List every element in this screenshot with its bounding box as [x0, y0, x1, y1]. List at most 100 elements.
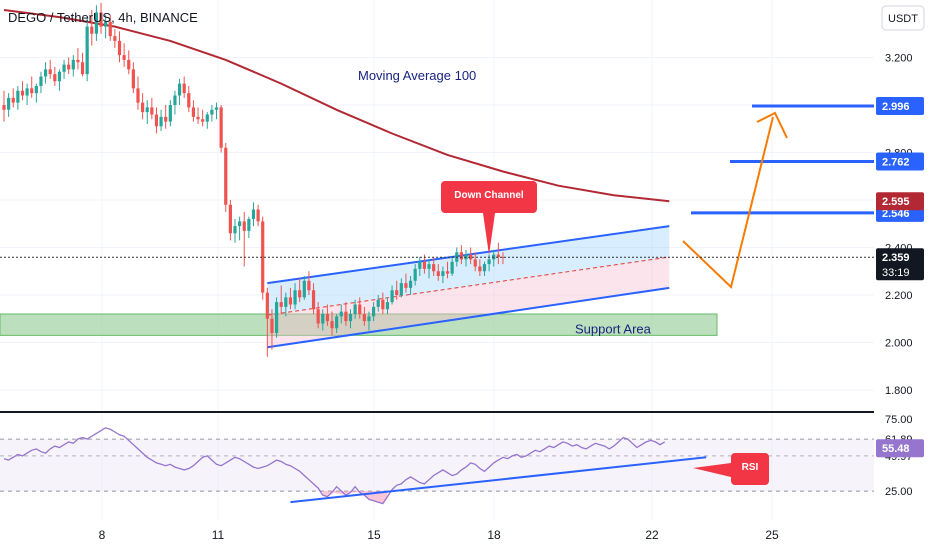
bar-countdown: 33:19 [882, 267, 910, 279]
candle-body [214, 107, 219, 110]
candle-body [256, 209, 260, 222]
candle-body [30, 88, 34, 94]
rsi-tick-label: 75.00 [885, 414, 913, 426]
candle-body [76, 59, 80, 63]
candle-body [316, 309, 320, 324]
candle-body [48, 69, 52, 75]
candle-body [261, 221, 265, 293]
channel-lower-fill [267, 257, 670, 348]
candle-body [131, 69, 135, 89]
candle-body [450, 261, 454, 274]
projection-path[interactable] [682, 111, 788, 289]
candle-body [487, 259, 491, 265]
candle-body [339, 311, 343, 317]
candle-body [293, 290, 297, 305]
candle-body [205, 114, 209, 122]
last-price-tag-bg [876, 248, 924, 281]
moving-average-100-line[interactable] [3, 9, 670, 203]
time-tick-label: 8 [99, 528, 106, 542]
candle-body [224, 147, 228, 205]
moving-average-label: Moving Average 100 [358, 68, 476, 83]
channel-upper-fill [267, 226, 670, 316]
candle-body [145, 107, 149, 113]
time-axis-ticks: 8 11 15 18 22 25 [99, 528, 779, 542]
candle-body [395, 290, 399, 295]
candle-body [445, 271, 450, 274]
price-tick-label: 2.000 [885, 338, 913, 350]
candle-body [108, 21, 112, 37]
rsi-trendline[interactable] [290, 456, 707, 504]
time-axis[interactable] [0, 520, 932, 550]
ma-price-tag: 2.595 [882, 196, 910, 208]
candlestick-series[interactable] [2, 2, 505, 357]
candle-body [173, 95, 177, 105]
candle-body [99, 12, 103, 27]
candle-body [311, 290, 316, 310]
rsi-line[interactable] [3, 427, 666, 505]
candle-body [16, 90, 20, 103]
candle-body [274, 302, 279, 333]
down-channel-callout[interactable]: Down Channel [441, 181, 537, 255]
symbol-title[interactable]: DEGO / TetherUS, 4h, BINANCE [8, 10, 198, 25]
candle-body [39, 76, 43, 86]
candle-body [473, 259, 477, 267]
projection-line [682, 116, 774, 289]
target-levels[interactable] [691, 104, 874, 215]
currency-button[interactable]: USDT [881, 5, 925, 31]
candle-body [496, 254, 500, 257]
candle-body [233, 226, 237, 234]
candle-body [219, 107, 223, 148]
candle-body [62, 64, 66, 72]
price-tick-label: 1.800 [885, 385, 913, 397]
candle-body [127, 59, 131, 70]
candle-body [459, 252, 463, 260]
rising-channel[interactable] [267, 225, 670, 349]
rsi-callout[interactable]: RSI [693, 453, 769, 485]
down-channel-callout-shape [441, 181, 537, 255]
candle-body [177, 83, 182, 96]
candle-body [182, 83, 186, 94]
rsi-callout-shape [693, 453, 769, 485]
rsi-tick-label: 25.00 [885, 486, 913, 498]
candle-body [399, 283, 403, 295]
candle-body [104, 21, 108, 27]
candle-body [464, 254, 468, 260]
candle-body [154, 114, 159, 127]
candle-body [418, 261, 422, 269]
candle-body [422, 261, 427, 269]
candle-body [238, 221, 242, 227]
candle-body [353, 304, 357, 314]
down-channel-callout-text: Down Channel [454, 190, 524, 201]
candle-body [113, 36, 117, 41]
candle-body [94, 12, 98, 34]
candle-body [7, 97, 11, 110]
candle-body [298, 290, 302, 298]
candle-body [362, 314, 366, 322]
candle-body [367, 316, 371, 322]
candle-body [80, 62, 85, 75]
candle-body [478, 266, 482, 272]
candle-body [53, 74, 57, 82]
candle-body [247, 219, 251, 231]
candle-body [348, 314, 353, 322]
level-price-tag: 2.996 [882, 101, 910, 113]
candle-body [11, 97, 15, 103]
candle-body [408, 280, 413, 288]
rsi-callout-text: RSI [742, 462, 759, 473]
candle-body [2, 105, 6, 110]
candle-body [404, 283, 408, 288]
candle-body [441, 271, 445, 276]
candle-body [117, 40, 122, 56]
candle-body [168, 105, 172, 122]
time-tick-label: 25 [765, 528, 779, 542]
time-tick-label: 18 [487, 528, 501, 542]
candle-body [150, 107, 154, 115]
candle-body [432, 264, 436, 272]
candle-body [57, 71, 62, 82]
candle-body [307, 280, 311, 291]
candle-body [251, 209, 256, 219]
time-tick-label: 11 [212, 528, 225, 542]
